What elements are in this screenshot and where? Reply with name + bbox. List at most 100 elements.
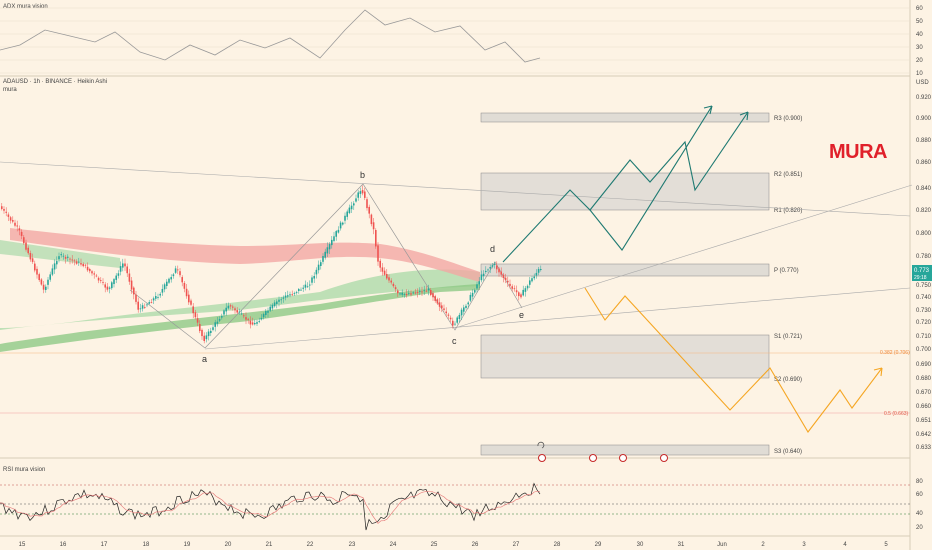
candle-body — [465, 305, 467, 308]
candle-body — [115, 275, 117, 280]
candle-body — [412, 292, 414, 294]
pivot-zone — [480, 263, 770, 277]
candle-body — [535, 272, 538, 276]
adx-tick-label: 60 — [916, 6, 923, 12]
adx-tick-label: 30 — [916, 45, 923, 51]
s1-s2-zone — [480, 334, 770, 379]
candle-body — [196, 318, 199, 323]
candle-body — [524, 288, 527, 292]
candle-body — [243, 315, 245, 317]
level-r1: R1 (0.820) — [774, 208, 802, 214]
level-s3: S3 (0.640) — [774, 449, 802, 455]
candle-body — [392, 283, 395, 287]
candle-body — [82, 263, 84, 267]
wave-label-c: c — [452, 336, 457, 346]
time-axis[interactable]: 15 16 17 18 19 20 21 22 23 24 25 26 27 28 29 30 31 Jun 2 3 4… — [19, 542, 889, 548]
candle-body — [265, 311, 267, 315]
candle-body — [520, 294, 522, 298]
time-tick-label: 20 — [225, 542, 232, 548]
candle-body — [502, 274, 505, 278]
candle-body — [102, 282, 104, 283]
candle-body — [161, 288, 164, 293]
candle-body — [111, 282, 113, 289]
candle-body — [399, 293, 401, 295]
flag-icon[interactable] — [538, 454, 546, 462]
time-tick-label: 25 — [431, 542, 438, 548]
candle-body — [370, 214, 373, 225]
candle-body — [223, 310, 225, 315]
candle-body — [234, 308, 236, 311]
candle-body — [430, 290, 432, 296]
time-tick-label: 24 — [390, 542, 397, 548]
candle-body — [3, 209, 5, 211]
upper-trendline — [0, 161, 911, 217]
candle-body — [210, 330, 212, 333]
candle-body — [29, 253, 32, 260]
candle-body — [201, 329, 203, 337]
candle-body — [185, 288, 188, 297]
level-r2: R2 (0.851) — [774, 172, 802, 178]
price-tick-label: 0.670 — [916, 390, 932, 396]
candle-body — [117, 273, 120, 276]
candle-body — [31, 258, 34, 262]
time-tick-label: 5 — [884, 542, 888, 548]
candle-body — [302, 287, 304, 289]
candle-body — [236, 310, 238, 313]
candle-body — [500, 271, 502, 275]
refresh-icon[interactable] — [537, 441, 545, 449]
candle-body — [100, 280, 102, 281]
candle-body — [47, 279, 49, 285]
candle-body — [460, 309, 463, 316]
candle-body — [216, 321, 219, 324]
candle-body — [478, 281, 480, 285]
current-price-countdown: 29:18 — [914, 275, 927, 281]
rsi-title: RSI mura vision — [3, 467, 45, 473]
bear-arrow — [873, 367, 883, 377]
candle-body — [78, 261, 80, 263]
flag-icon[interactable] — [619, 454, 627, 462]
candle-body — [504, 277, 507, 280]
candle-body — [291, 294, 293, 296]
candle-body — [141, 305, 144, 309]
candle-body — [34, 263, 36, 271]
candle-body — [18, 228, 21, 231]
candle-body — [183, 282, 186, 289]
candle-body — [469, 294, 472, 301]
candle-body — [212, 327, 214, 330]
r3-zone — [480, 112, 770, 123]
candle-body — [170, 277, 172, 280]
bearish-projection — [584, 287, 883, 433]
candle-body — [84, 264, 87, 266]
candle-body — [174, 268, 177, 273]
candle-body — [416, 292, 419, 293]
adx-title: ADX mura vision — [3, 4, 48, 10]
rising-trendline — [454, 184, 913, 329]
price-tick-label: 0.633 — [916, 445, 932, 451]
candle-body — [390, 280, 392, 283]
rsi-tick-label: 40 — [916, 511, 923, 517]
flag-icon[interactable] — [660, 454, 668, 462]
time-tick-label: Jun — [717, 542, 727, 548]
candle-body — [381, 267, 384, 272]
candle-body — [449, 317, 452, 320]
flag-icon[interactable] — [589, 454, 597, 462]
time-tick-label: 22 — [307, 542, 314, 548]
candle-body — [322, 256, 324, 262]
candle-body — [476, 284, 478, 289]
price-tick-label: 0.840 — [916, 186, 932, 192]
time-tick-label: 29 — [595, 542, 602, 548]
candle-body — [166, 281, 168, 286]
candle-body — [256, 322, 258, 324]
candle-body — [533, 276, 535, 279]
event-markers[interactable] — [537, 441, 668, 462]
candle-body — [5, 211, 7, 213]
symbol-title: ADAUSD · 1h · BINANCE · Heikin Ashi — [3, 79, 107, 85]
candle-body — [64, 256, 67, 259]
candle-body — [148, 302, 150, 304]
candle-body — [262, 313, 265, 318]
wave-label-a: a — [202, 354, 207, 364]
candle-body — [247, 318, 249, 320]
candle-body — [80, 263, 82, 265]
candle-body — [62, 255, 65, 257]
